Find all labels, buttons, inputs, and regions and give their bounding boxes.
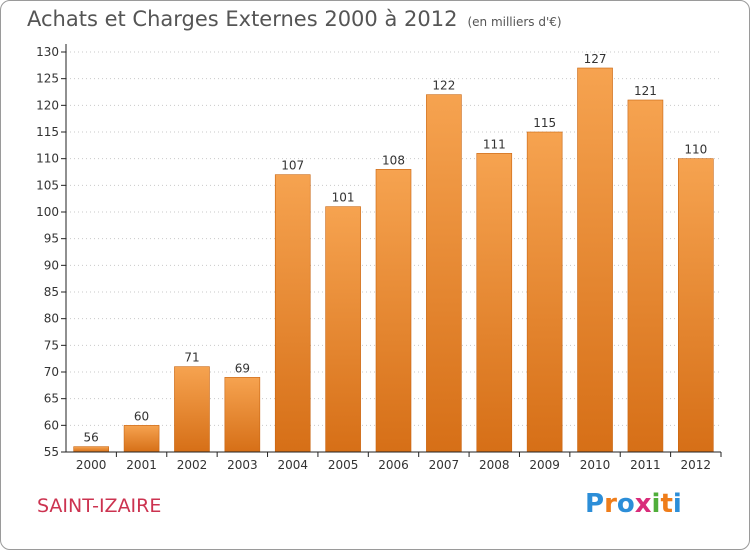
axes: 55 60 65 70 75 80 85 90 95 100 105 110 115 120 125 130 2… <box>36 44 722 472</box>
bar-value-label: 110 <box>684 143 707 157</box>
y-tick-label: 125 <box>36 72 59 86</box>
x-tick-label: 2006 <box>378 458 409 472</box>
title-text: Achats et Charges Externes 2000 à 2012 <box>27 7 458 31</box>
x-tick-label: 2003 <box>227 458 258 472</box>
logo-letter: r <box>604 489 617 519</box>
y-tick-label: 100 <box>36 205 59 219</box>
x-tick-label: 2004 <box>277 458 308 472</box>
y-tick-label: 115 <box>36 125 59 139</box>
bar-value-label: 107 <box>281 159 304 173</box>
bar-value-label: 108 <box>382 153 405 167</box>
bars: 56 60 71 69 107 101 108 122 111 115 127 121 110 <box>73 52 714 453</box>
x-tick-label: 2009 <box>529 458 560 472</box>
bar-2003 <box>224 377 261 453</box>
y-tick-label: 95 <box>44 232 59 246</box>
y-tick-label: 90 <box>44 258 59 272</box>
y-tick-label: 65 <box>44 392 59 406</box>
x-tick-label: 2011 <box>630 458 661 472</box>
bar-2001 <box>123 425 160 453</box>
proxiti-logo: Proxiti <box>585 489 682 519</box>
bar-value-label: 60 <box>134 409 149 423</box>
x-tick-label: 2002 <box>177 458 208 472</box>
logo-letter: o <box>616 489 635 519</box>
y-tick-label: 120 <box>36 98 59 112</box>
y-tick-label: 75 <box>44 338 59 352</box>
bar-2007 <box>426 94 462 453</box>
bar-2012 <box>678 158 714 453</box>
bar-2010 <box>577 67 613 453</box>
x-tick-label: 2001 <box>126 458 157 472</box>
commune-name: SAINT-IZAIRE <box>37 495 162 517</box>
bar-value-label: 101 <box>332 191 355 205</box>
unit-label: (en milliers d'€) <box>467 15 562 29</box>
bar-value-label: 127 <box>584 52 607 66</box>
bar-value-label: 122 <box>432 79 455 93</box>
x-tick-label: 2010 <box>580 458 611 472</box>
bar-value-label: 115 <box>533 116 556 130</box>
x-tick-label: 2008 <box>479 458 510 472</box>
y-tick-label: 130 <box>36 45 59 59</box>
logo-letter: i <box>651 489 661 519</box>
y-tick-label: 85 <box>44 285 59 299</box>
y-tick-label: 55 <box>44 445 59 459</box>
y-tick-label: 70 <box>44 365 59 379</box>
logo-letter: i <box>672 489 682 519</box>
bar-value-label: 69 <box>235 361 250 375</box>
chart-title: Achats et Charges Externes 2000 à 2012 (e… <box>27 7 562 31</box>
bar-2004 <box>274 174 311 453</box>
bar-value-label: 121 <box>634 84 657 98</box>
bar-2006 <box>375 169 412 453</box>
logo-letter: x <box>634 489 652 519</box>
y-tick-label: 105 <box>36 178 59 192</box>
logo-letter: t <box>660 489 673 519</box>
bar-2000 <box>73 446 109 453</box>
bar-2011 <box>627 99 664 453</box>
x-tick-label: 2005 <box>328 458 359 472</box>
bar-value-label: 56 <box>84 431 99 445</box>
x-tick-label: 2007 <box>429 458 460 472</box>
logo-letter: P <box>585 489 605 519</box>
bar-value-label: 71 <box>184 351 199 365</box>
y-tick-label: 80 <box>44 312 59 326</box>
bar-value-label: 111 <box>483 137 506 151</box>
bar-2008 <box>476 153 513 453</box>
bar-2002 <box>174 366 210 453</box>
x-tick-label: 2012 <box>681 458 712 472</box>
bar-2009 <box>526 131 563 453</box>
x-tick-label: 2000 <box>76 458 107 472</box>
y-tick-label: 60 <box>44 418 59 432</box>
y-tick-label: 110 <box>36 152 59 166</box>
bar-2005 <box>325 206 361 453</box>
